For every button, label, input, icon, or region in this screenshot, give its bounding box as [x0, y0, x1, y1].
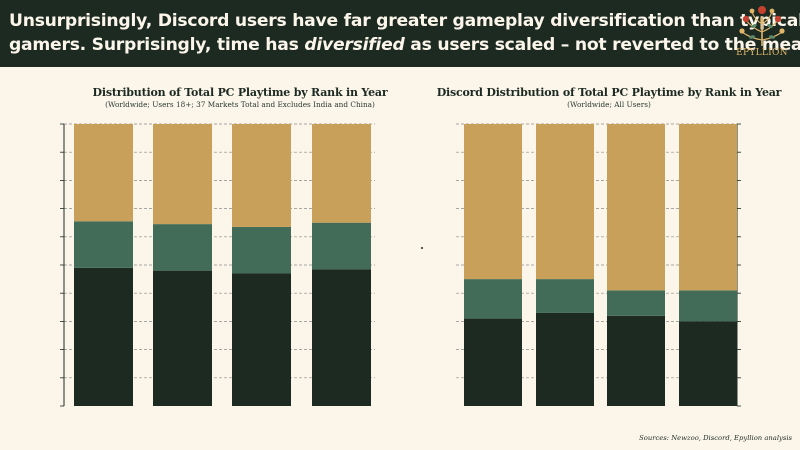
chart-1-bar-3-segment-3 [232, 124, 291, 227]
headline-emphasis: diversified [304, 35, 405, 55]
chart-2-title: Discord Distribution of Total PC Playtim… [436, 86, 782, 99]
headline-line-2a: gamers. Surprisingly, time has [9, 35, 305, 55]
chart-1-bar-3-segment-2 [232, 226, 291, 274]
chart-2-bar-1-segment-2 [464, 279, 522, 319]
chart-2-bar-4-segment-3 [679, 124, 737, 291]
chart-1-bar-1-segment-3 [74, 124, 133, 222]
chart-2-bar-1-segment-3 [464, 124, 522, 280]
headline: Unsurprisingly, Discord users have far g… [9, 9, 800, 57]
chart-1-bar-2-segment-3 [153, 124, 212, 225]
chart-1-bar-1-segment-2 [74, 221, 133, 268]
headline-line-2b: as users scaled – not reverted to the me… [404, 35, 800, 55]
chart-1-bar-4-segment-3 [312, 124, 371, 223]
chart-1-bar-2-segment-2 [153, 224, 212, 271]
chart-2-bar-3-segment-2 [607, 290, 665, 316]
headline-line-1: Unsurprisingly, Discord users have far g… [9, 11, 800, 31]
chart-1-bar-1-segment-1 [74, 267, 133, 406]
chart-2-bar-1-segment-1 [464, 318, 522, 406]
chart-1-bar-3-segment-1 [232, 273, 291, 406]
epyllion-logo: EPYLLION [728, 2, 796, 66]
chart-1-subtitle: (Worldwide; Users 18+; 37 Markets Total … [105, 100, 375, 109]
chart-2-bar-3-segment-1 [607, 315, 665, 406]
chart-1-bar-4-segment-2 [312, 222, 371, 270]
chart-2-bar-2-segment-2 [536, 279, 594, 313]
chart-1-title: Distribution of Total PC Playtime by Ran… [92, 86, 388, 99]
chart-2-bar-3-segment-3 [607, 124, 665, 291]
logo-text: EPYLLION [736, 48, 788, 58]
stray-dot [421, 247, 423, 249]
chart-2-bar-2-segment-1 [536, 312, 594, 406]
chart-2-subtitle: (Worldwide; All Users) [567, 100, 651, 109]
chart-2-bar-2-segment-3 [536, 124, 594, 280]
chart-1-bar-4-segment-1 [312, 269, 371, 406]
chart-1-bar-2-segment-1 [153, 270, 212, 406]
header-banner: Unsurprisingly, Discord users have far g… [0, 0, 800, 67]
chart-2-bar-4-segment-1 [679, 321, 737, 406]
chart-2-bar-4-segment-2 [679, 290, 737, 322]
sources-note: Sources: Newzoo, Discord, Epyllion analy… [639, 434, 792, 442]
floral-tree-icon [739, 6, 785, 46]
